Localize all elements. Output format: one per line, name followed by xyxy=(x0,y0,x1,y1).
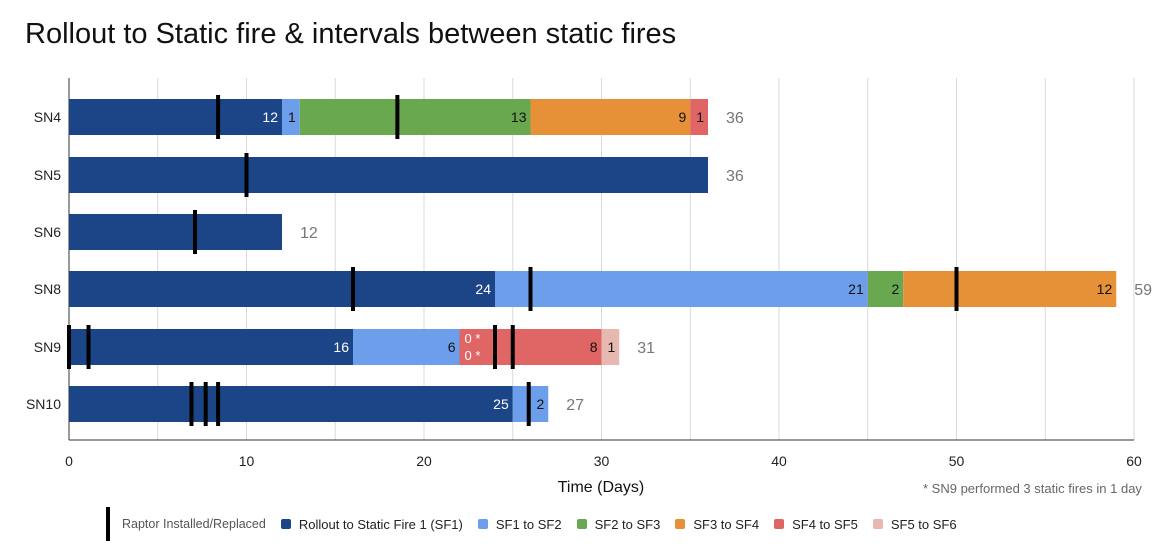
x-axis: 0 10 20 30 40 50 60 SN4 SN5 SN6 SN8 SN9 SN10 xyxy=(26,78,1142,469)
legend-item-sf5-sf6: SF5 to SF6 xyxy=(872,516,957,532)
bar-segment xyxy=(690,99,708,135)
segment-label: 2 xyxy=(891,281,899,297)
segment-label: 12 xyxy=(1097,281,1113,297)
segment-label: 21 xyxy=(848,281,864,297)
bar-segment xyxy=(903,271,1117,307)
total-label: 31 xyxy=(637,340,655,357)
raptor-marker xyxy=(244,153,249,197)
raptor-marker xyxy=(493,325,497,369)
category-label: SN4 xyxy=(34,109,61,125)
raptor-marker xyxy=(216,382,221,426)
bar-segment xyxy=(601,329,620,365)
bar-segment xyxy=(69,386,513,422)
raptor-marker-icon xyxy=(106,507,110,541)
legend-item-sf2-sf3: SF2 to SF3 xyxy=(576,516,661,532)
x-tick-label: 40 xyxy=(771,453,787,469)
legend-item-sf3-sf4: SF3 to SF4 xyxy=(675,517,759,532)
x-tick-label: 30 xyxy=(594,453,610,469)
segment-label: 2 xyxy=(536,396,544,412)
legend-label: SF1 to SF2 xyxy=(495,516,562,532)
raptor-marker xyxy=(351,267,355,311)
legend-item-raptor: Raptor Installed/Replaced xyxy=(100,507,266,541)
raptor-marker xyxy=(510,325,515,369)
segment-label: 16 xyxy=(333,339,349,355)
raptor-marker xyxy=(526,382,531,426)
bar-segment xyxy=(69,157,708,193)
legend-swatch xyxy=(280,519,291,529)
raptor-marker xyxy=(67,325,71,369)
segment-label: 24 xyxy=(475,281,491,297)
bar-segment xyxy=(69,329,353,365)
bar-segment xyxy=(282,99,300,135)
bar-segment xyxy=(459,329,602,365)
x-tick-label: 60 xyxy=(1126,453,1142,469)
total-label: 36 xyxy=(726,110,744,127)
bar-segment xyxy=(69,271,495,307)
segment-label: 12 xyxy=(262,109,278,125)
bar-segment xyxy=(299,99,531,135)
legend-swatch xyxy=(576,519,587,529)
segment-label: 1 xyxy=(288,109,296,125)
footnote: * SN9 performed 3 static fires in 1 day xyxy=(923,481,1142,496)
segment-label: 8 xyxy=(590,339,598,355)
legend-label: Raptor Installed/Replaced xyxy=(122,517,266,531)
segment-label: 1 xyxy=(607,339,615,355)
segment-label: 25 xyxy=(493,396,509,412)
x-axis-label: Time (Days) xyxy=(558,479,645,496)
category-label: SN8 xyxy=(34,281,61,297)
grid-lines xyxy=(157,78,1135,440)
x-tick-label: 0 xyxy=(65,453,73,469)
legend-label: SF2 to SF3 xyxy=(594,516,661,532)
segment-label: 9 xyxy=(678,109,686,125)
x-tick-label: 50 xyxy=(949,453,965,469)
special-label: 0 * xyxy=(465,331,481,346)
legend-label: SF3 to SF4 xyxy=(693,516,760,532)
bar-segment xyxy=(69,214,282,250)
legend-label: SF5 to SF6 xyxy=(890,516,957,532)
category-label: SN10 xyxy=(26,396,61,412)
raptor-marker xyxy=(203,382,208,426)
legend-swatch xyxy=(675,519,686,529)
raptor-marker xyxy=(189,382,194,426)
legend-label: Rollout to Static Fire 1 (SF1) xyxy=(298,516,463,532)
bar-segment xyxy=(353,329,460,365)
category-label: SN6 xyxy=(34,224,61,240)
raptor-marker xyxy=(216,95,221,139)
legend-swatch xyxy=(872,519,883,529)
bar-segment xyxy=(495,271,868,307)
raptor-marker xyxy=(954,267,959,311)
legend-item-sf1-sf2: SF1 to SF2 xyxy=(477,516,562,532)
raptor-marker xyxy=(86,325,91,369)
bar-segment xyxy=(530,99,691,135)
special-label: 0 * xyxy=(465,348,481,363)
bars xyxy=(69,99,1117,422)
chart-title: Rollout to Static fire & intervals betwe… xyxy=(25,18,677,50)
segment-label: 1 xyxy=(696,109,704,125)
raptor-marker xyxy=(528,267,533,311)
bar-segment xyxy=(69,99,282,135)
legend-swatch xyxy=(477,519,488,529)
total-label: 59 xyxy=(1134,282,1152,299)
category-label: SN9 xyxy=(34,339,61,355)
category-label: SN5 xyxy=(34,167,61,183)
total-label: 36 xyxy=(726,168,744,185)
segment-label: 6 xyxy=(448,339,456,355)
raptor-marker xyxy=(395,95,400,139)
x-tick-label: 20 xyxy=(416,453,432,469)
bar-segment xyxy=(867,271,904,307)
legend-item-sf4-sf5: SF4 to SF5 xyxy=(774,517,858,532)
legend: Raptor Installed/Replaced Rollout to Sta… xyxy=(100,507,972,541)
legend-item-sf1: Rollout to Static Fire 1 (SF1) xyxy=(280,516,463,532)
legend-label: SF4 to SF5 xyxy=(792,516,858,532)
legend-swatch xyxy=(774,519,785,529)
total-label: 12 xyxy=(300,225,318,242)
x-tick-label: 10 xyxy=(239,453,255,469)
raptor-marker xyxy=(193,210,198,254)
segment-label: 13 xyxy=(511,109,527,125)
total-label: 27 xyxy=(566,397,584,414)
raptor-markers xyxy=(67,95,959,426)
